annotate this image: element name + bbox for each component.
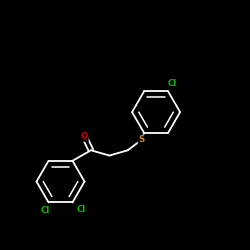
Text: Cl: Cl xyxy=(76,205,86,214)
Text: Cl: Cl xyxy=(41,206,50,215)
Text: O: O xyxy=(81,132,88,141)
Text: Cl: Cl xyxy=(168,79,177,88)
Text: S: S xyxy=(138,135,145,144)
